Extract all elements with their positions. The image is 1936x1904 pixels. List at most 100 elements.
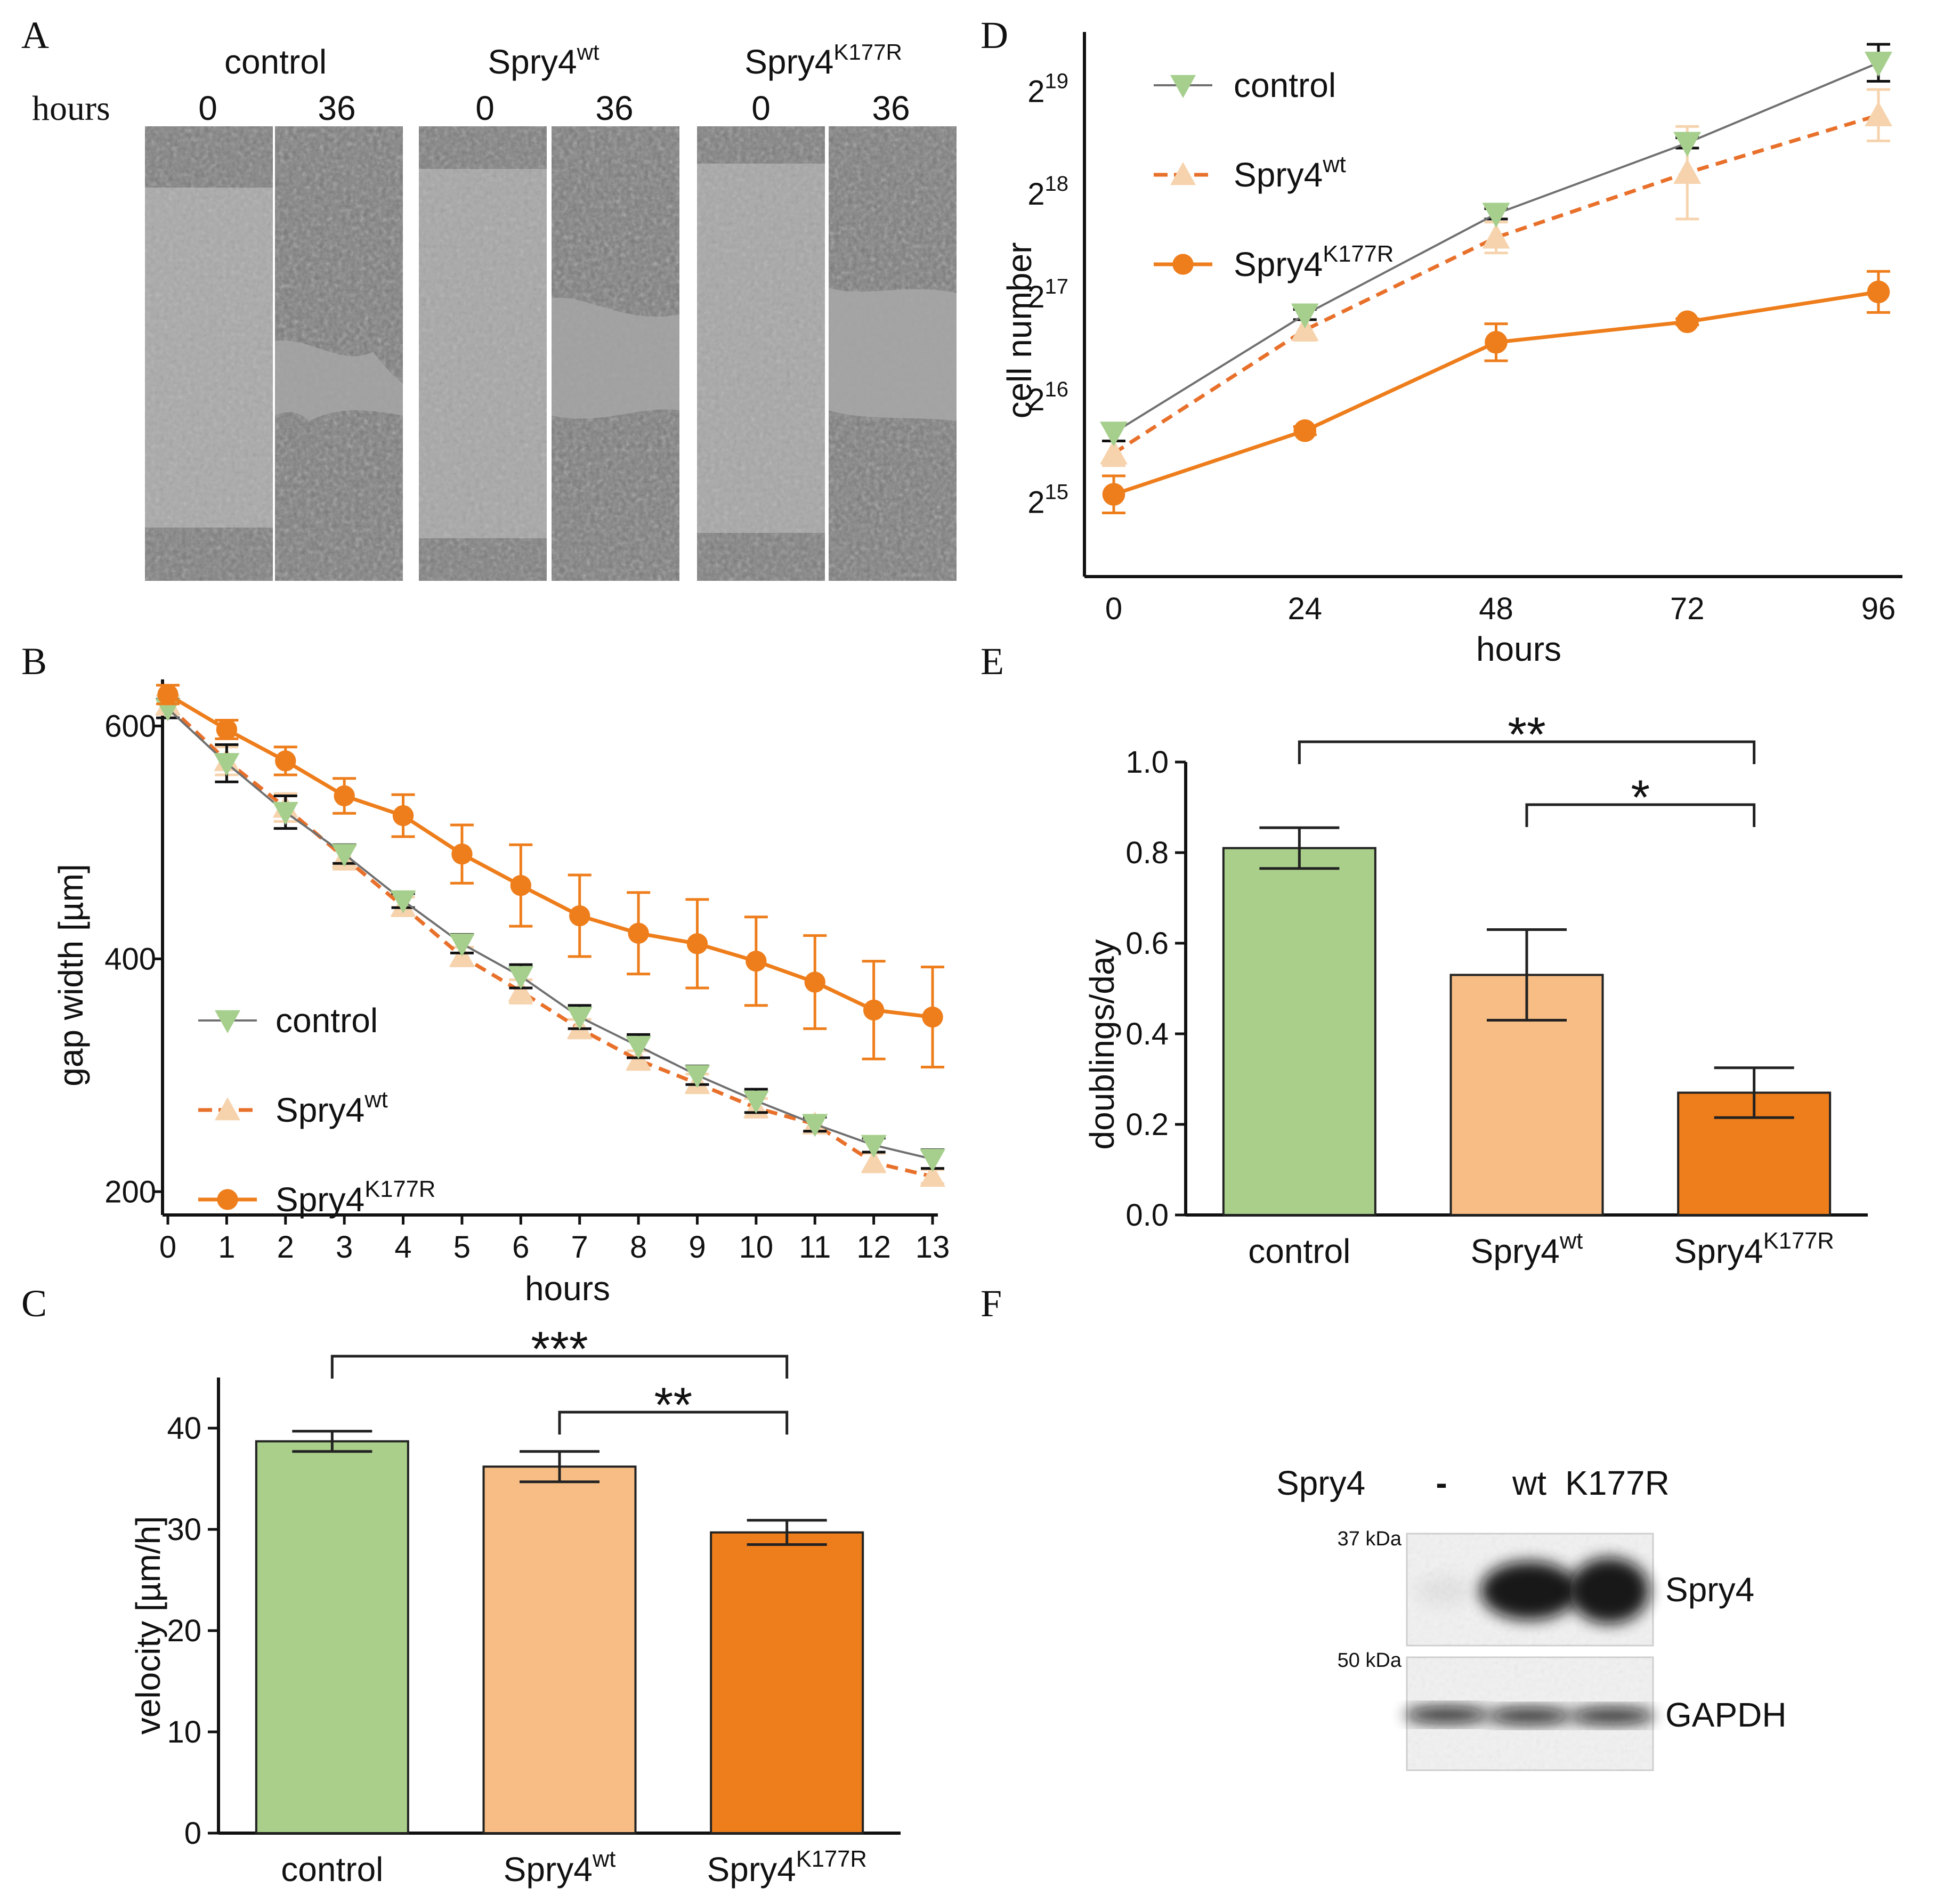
- chart-d-s0-point-1: [1291, 303, 1319, 329]
- chart-d-legend-marker-2: [1172, 254, 1194, 275]
- chart-d-series-1: [1100, 88, 1892, 467]
- chart-b-ytick-label-2: 600: [104, 709, 156, 743]
- chart-d-legend: control Spry4wt Spry4K177R: [1154, 66, 1394, 283]
- chart-e-sig-bracket-0: [1298, 740, 1756, 764]
- chart-b-s0-point-7: [566, 1007, 593, 1030]
- panel-letter-c: C: [21, 1282, 47, 1325]
- chart-b-s2-point-5: [451, 844, 473, 865]
- chart-e-ytick-label-2: 0.4: [1125, 1017, 1169, 1051]
- band-gapdh-lane-empty: [1404, 1707, 1489, 1723]
- time-label-wt-0: 0: [475, 89, 495, 127]
- chart-d-ytick-label-2: 217: [1027, 275, 1068, 314]
- chart-d-legend-label-2: Spry4K177R: [1234, 241, 1394, 283]
- chart-d-s2-point-2: [1485, 331, 1508, 354]
- chart-b-xtick-label-5: 5: [453, 1230, 471, 1265]
- chart-e-err-0: [1259, 826, 1340, 870]
- chart-d-s0-point-4: [1865, 52, 1892, 77]
- chart-c-ytick-label-3: 30: [167, 1512, 201, 1547]
- chart-b-s2-point-8: [628, 922, 649, 944]
- chart-b-s1-point-6: [508, 978, 534, 1002]
- chart-d-xtick-label-0: 0: [1105, 592, 1122, 626]
- chart-e-err-1: [1487, 928, 1567, 1022]
- chart-e-ytick-label-1: 0.2: [1125, 1107, 1169, 1142]
- chart-b-s0-point-6: [508, 966, 534, 990]
- chart-c-ytick-label-4: 40: [167, 1411, 201, 1446]
- chart-e-plot: 0.0 0.2 0.4 0.6 0.8 1.0 control Spry4wt Spry4K17…: [1125, 708, 1868, 1270]
- chart-b-legend-label-2: Spry4K177R: [276, 1177, 435, 1219]
- chart-b-series-0: [155, 698, 945, 1172]
- chart-b-s2-point-10: [746, 951, 767, 972]
- chart-d-series-2: [1102, 270, 1890, 514]
- chart-b-xtick-label-12: 12: [856, 1230, 891, 1265]
- chart-b-s2-point-13: [922, 1006, 943, 1028]
- chart-b-xtick-label-8: 8: [630, 1230, 647, 1265]
- chart-e-err-2: [1714, 1066, 1794, 1119]
- chart-c-bar-1: [482, 1465, 637, 1834]
- group-label-control: control: [224, 43, 327, 81]
- time-label-k177r-0: 0: [751, 89, 771, 127]
- micrograph-wt-36h: [552, 126, 679, 581]
- chart-d-xlabel: hours: [1476, 630, 1561, 668]
- blot-header-label: Spry4: [1276, 1464, 1365, 1502]
- chart-d-legend-label-1: Spry4wt: [1234, 152, 1346, 194]
- blot-band-label-spry4: Spry4: [1665, 1570, 1754, 1609]
- chart-e-ytick-label-4: 0.8: [1125, 836, 1169, 870]
- chart-b-s2-point-6: [510, 875, 531, 896]
- hours-label: hours: [32, 89, 110, 128]
- chart-e-xtick-label-2: Spry4K177R: [1674, 1228, 1834, 1270]
- chart-d-legend-marker-0: [1170, 75, 1196, 98]
- chart-d-s2-point-3: [1675, 310, 1699, 334]
- chart-d-ytick-label-0: 215: [1027, 481, 1068, 520]
- chart-d-s0-point-3: [1673, 132, 1702, 157]
- blot-lane-label-empty: -: [1436, 1464, 1447, 1502]
- chart-b-s2-point-2: [275, 750, 296, 772]
- chart-b-s2-point-11: [804, 971, 825, 993]
- time-label-control-0: 0: [198, 89, 217, 127]
- blot-band-label-gapdh: GAPDH: [1665, 1696, 1787, 1734]
- chart-b-s0-point-12: [861, 1135, 887, 1158]
- band-spry4-lane-empty: [1415, 1575, 1473, 1607]
- chart-d-xtick-label-3: 72: [1670, 592, 1705, 626]
- chart-b-s0-point-10: [743, 1090, 769, 1114]
- chart-d-s1-line: [1113, 113, 1880, 455]
- chart-b-xtick-label-9: 9: [688, 1230, 706, 1265]
- chart-b-series: [155, 684, 945, 1187]
- chart-c-bar-2: [710, 1531, 864, 1834]
- panel-letter-f: F: [981, 1282, 1002, 1325]
- chart-d-ytick-label-4: 219: [1027, 69, 1068, 109]
- panel-letter-d: D: [981, 14, 1008, 56]
- chart-d-s1-point-2: [1482, 223, 1510, 249]
- chart-d-series-0: [1100, 43, 1892, 447]
- band-gapdh-lane-k177r: [1569, 1708, 1655, 1724]
- chart-c-err-0: [292, 1430, 372, 1453]
- chart-b-xtick-label-0: 0: [159, 1230, 176, 1265]
- chart-e-ytick-label-5: 1.0: [1125, 745, 1169, 780]
- panel-f-western-blot: Spry4 - wt K177R 37 kDa 50 kDa Spry4 GAP…: [1276, 1464, 1787, 1771]
- chart-d-s2-point-0: [1102, 483, 1125, 506]
- chart-b-xtick-label-4: 4: [394, 1230, 411, 1265]
- micrograph-k177r-36h: [829, 126, 957, 581]
- chart-d-s2-line: [1113, 290, 1879, 497]
- chart-e-bar-0: [1222, 847, 1376, 1216]
- chart-c-sig-label-1: **: [654, 1378, 693, 1432]
- chart-c-xtick-label-1: Spry4wt: [504, 1846, 616, 1889]
- chart-b-xtick-label-11: 11: [799, 1230, 831, 1265]
- chart-c-err-1: [520, 1450, 600, 1484]
- chart-b-s1-point-13: [920, 1163, 945, 1187]
- chart-b-s0-point-13: [920, 1148, 945, 1172]
- chart-d-xtick-label-1: 24: [1287, 592, 1322, 626]
- chart-b-s2-point-0: [157, 684, 179, 706]
- chart-d-s0-point-2: [1482, 202, 1510, 228]
- micrograph-control-36h: [275, 126, 403, 581]
- chart-b-s2-point-4: [392, 805, 414, 827]
- chart-e-ytick-label-3: 0.6: [1125, 926, 1169, 961]
- chart-d-series: [1100, 43, 1892, 514]
- chart-d-ytick-label-1: 216: [1027, 378, 1068, 417]
- chart-d-s2-point-1: [1293, 419, 1317, 442]
- panel-a-micrographs: control Spry4wt Spry4K177R hours 0 36 0 …: [32, 39, 957, 581]
- group-label-spry4-wt: Spry4wt: [488, 39, 600, 81]
